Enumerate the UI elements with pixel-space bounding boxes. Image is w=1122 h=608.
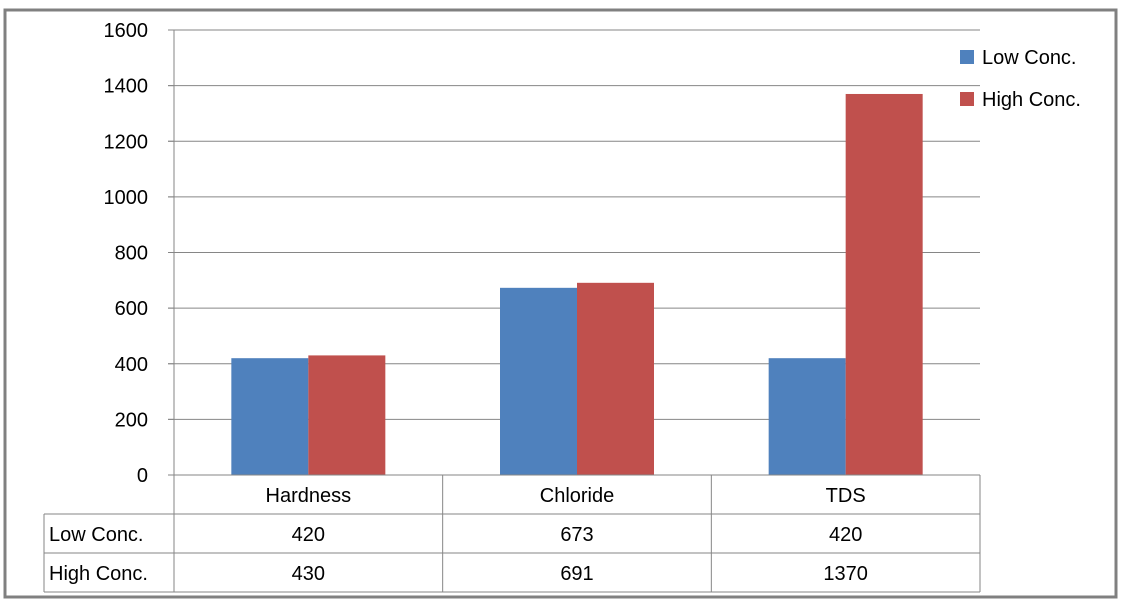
legend-swatch (960, 50, 974, 64)
table-cell-value: 420 (829, 524, 862, 546)
legend-label: High Conc. (982, 89, 1081, 111)
bar-low-conc-tds (768, 358, 846, 475)
data-table: Hardness Chloride TDS Low Conc. 420 673 420 Hig… (43, 474, 981, 593)
category-label: TDS (826, 485, 866, 507)
bar-high-conc-hardness (308, 355, 386, 475)
table-row-label: High Conc. (49, 563, 148, 585)
table-cell-value: 1370 (823, 563, 868, 585)
bar-low-conc-chloride (500, 287, 577, 475)
table-cell-value: 691 (560, 563, 593, 585)
category-label: Chloride (540, 485, 614, 507)
y-tick-label: 200 (115, 409, 148, 431)
y-tick-label: 0 (137, 465, 148, 487)
y-tick-label: 800 (115, 243, 148, 265)
category-label: Hardness (266, 485, 352, 507)
table-cell-value: 673 (560, 524, 593, 546)
table-cell-value: 430 (292, 563, 325, 585)
bar-high-conc-tds (845, 93, 923, 475)
y-tick-label: 600 (115, 298, 148, 320)
legend-label: Low Conc. (982, 47, 1077, 69)
table-cell-value: 420 (292, 524, 325, 546)
y-tick-label: 1200 (104, 131, 149, 153)
y-tick-label: 400 (115, 354, 148, 376)
axes: 0 200 400 600 800 1000 1200 1400 1600 (104, 20, 175, 487)
bar-low-conc-hardness (231, 358, 309, 475)
bar-high-conc-chloride (577, 282, 654, 475)
table-row-label: Low Conc. (49, 524, 144, 546)
y-tick-label: 1600 (104, 20, 149, 42)
legend-swatch (960, 92, 974, 106)
legend: Low Conc. High Conc. (960, 47, 1081, 111)
y-tick-label: 1400 (104, 76, 149, 98)
y-tick-label: 1000 (104, 187, 149, 209)
bars (231, 93, 923, 475)
